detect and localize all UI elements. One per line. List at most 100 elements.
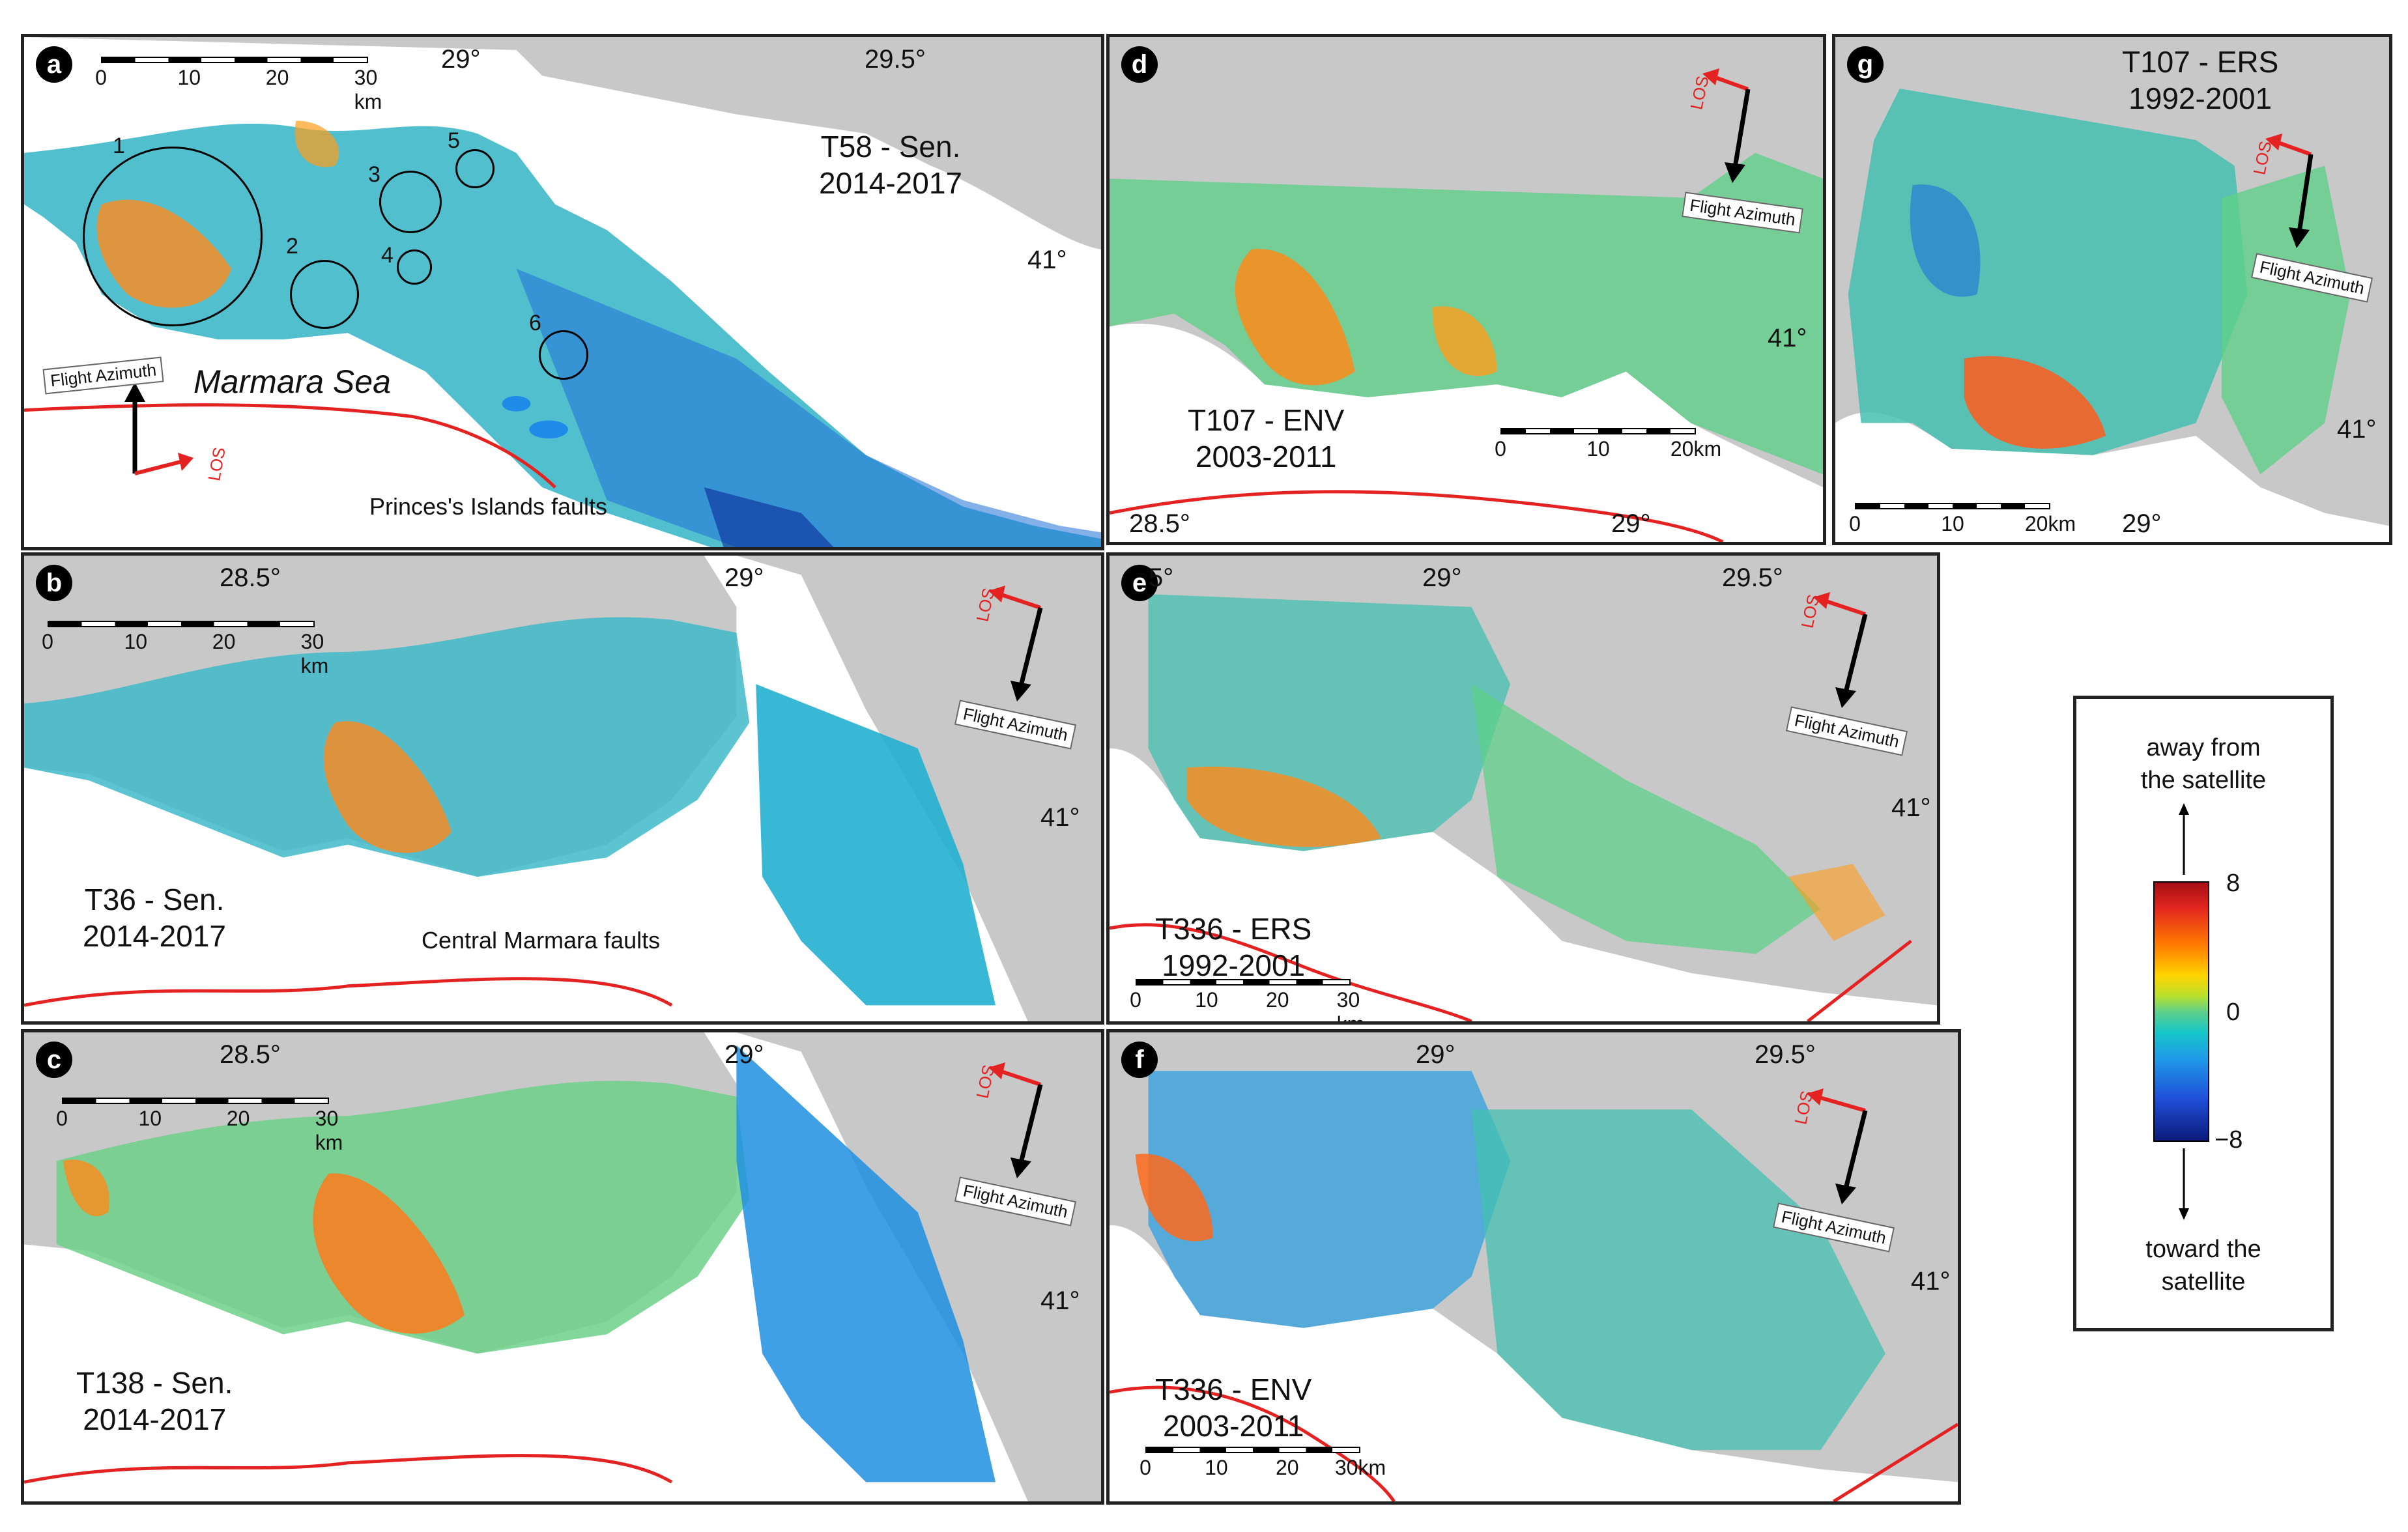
scale-label: 10 [1205, 1456, 1228, 1479]
title-line: 2014-2017 [83, 919, 226, 953]
lon-label: 29.5° [865, 45, 926, 74]
title-line: 2003-2011 [1162, 1409, 1304, 1443]
lon-label: 29° [724, 563, 764, 592]
arrow-icon [124, 382, 194, 475]
lat-label: 41° [1027, 246, 1067, 274]
arrow-icon [988, 1062, 1043, 1178]
scale-label: 0 [1495, 437, 1506, 461]
map-panel-d [1110, 37, 1823, 542]
panel-b-title: T36 - Sen. 2014-2017 [83, 881, 226, 954]
lat-label: 41° [1040, 803, 1080, 832]
lon-label: 28.5° [220, 563, 281, 592]
panel-d: d T107 - ENV 2003-2011 0 10 20km 28.5° 2… [1106, 34, 1826, 545]
title-line: T336 - ERS [1155, 912, 1312, 946]
panel-b-badge: b [36, 565, 72, 601]
scale-label: 10 [1586, 437, 1610, 461]
legend-text: away from [2146, 734, 2261, 761]
scale-label: 20km [1670, 437, 1722, 461]
scale-label: 30km [1334, 1456, 1386, 1479]
panel-g-title: T107 - ERS 1992-2001 [2122, 44, 2278, 117]
scale-label: 10 [177, 66, 201, 89]
map-panel-f [1110, 1032, 1958, 1501]
flight-arrows: LOS Flight Azimuth [1761, 569, 1930, 764]
tick-min: −8 [2214, 1126, 2243, 1154]
arrow-icon [1813, 592, 1868, 708]
circle-label: 1 [113, 134, 125, 158]
circle-label: 5 [448, 128, 460, 153]
panel-e-badge: e [1121, 565, 1158, 601]
panel-f-title: T336 - ENV 2003-2011 [1155, 1371, 1312, 1444]
scale-label: 0 [1140, 1456, 1151, 1479]
panel-e-scalebar: 0 10 20 30 km [1130, 979, 1364, 1021]
lon-label: 5° [1149, 563, 1174, 592]
scale-label: 20 [1266, 988, 1289, 1012]
panel-b: b 0 10 20 30 km 28.5° 29° 41° T36 - Sen.… [21, 552, 1104, 1025]
lat-label: 41° [1768, 324, 1807, 352]
colorbar-legend: away from the satellite 8 0 −8 toward th… [2073, 696, 2334, 1331]
scale-label: 30 km [354, 66, 382, 113]
tick-mid: 0 [2226, 999, 2241, 1026]
scale-label: 30 km [1336, 988, 1365, 1025]
title-line: T107 - ERS [2122, 45, 2279, 79]
scale-label: 20km [2024, 512, 2076, 535]
flight-arrows: LOS Flight Azimuth [923, 1058, 1093, 1254]
flight-arrows: LOS Flight Azimuth [1761, 1071, 1943, 1267]
panel-d-badge: d [1121, 46, 1158, 83]
scale-label: 10 [1195, 988, 1218, 1012]
flight-arrows: LOS Flight Azimuth [923, 582, 1093, 777]
title-line: 2003-2011 [1195, 440, 1337, 474]
panel-a-title: T58 - Sen. 2014-2017 [819, 128, 962, 201]
map-panel-g [1835, 37, 2389, 542]
lon-label: 29° [2122, 509, 2162, 538]
panel-d-title: T107 - ENV 2003-2011 [1188, 402, 1344, 475]
lat-label: 41° [1040, 1286, 1080, 1315]
title-line: T36 - Sen. [84, 883, 225, 916]
panel-f-scalebar: 0 10 20 30km [1140, 1447, 1386, 1479]
circle-5 [455, 149, 494, 188]
panel-b-scalebar: 0 10 20 30 km [42, 621, 328, 677]
scale-label: 0 [95, 66, 107, 89]
panel-g: g T107 - ERS 1992-2001 0 10 20km 29° 41°… [1832, 34, 2392, 545]
legend-top-label: away from the satellite [2076, 731, 2330, 797]
panel-g-scalebar: 0 10 20km [1849, 503, 2076, 535]
panel-e: e 5° 29° 29.5° 41° T336 - ERS 1992-2001 … [1106, 552, 1940, 1025]
arrow-icon [1807, 1088, 1868, 1204]
panel-c-badge: c [36, 1042, 72, 1078]
panel-e-title: T336 - ERS 1992-2001 [1155, 911, 1312, 984]
legend-text: toward the [2145, 1236, 2261, 1263]
title-line: 1992-2001 [1162, 948, 1306, 982]
title-line: 2014-2017 [83, 1402, 227, 1436]
scale-label: 30 km [315, 1107, 343, 1154]
colorbar [2153, 881, 2209, 1142]
panel-c-scalebar: 0 10 20 30 km [56, 1098, 343, 1154]
map-panel-c [24, 1032, 1101, 1501]
legend-bottom-label: toward the satellite [2076, 1233, 2330, 1298]
panel-a-scalebar: 0 10 20 30 km [95, 57, 382, 113]
lon-label: 29° [1422, 563, 1462, 592]
map-panel-b [24, 556, 1101, 1021]
lon-label: 29.5° [1755, 1040, 1816, 1069]
arrow-up-icon [2179, 803, 2189, 875]
title-line: T107 - ENV [1188, 403, 1345, 437]
scale-label: 0 [1849, 512, 1861, 535]
title-line: T58 - Sen. [820, 130, 961, 163]
scale-label: 0 [1130, 988, 1141, 1012]
scale-label: 10 [124, 630, 148, 653]
panel-c: c 0 10 20 30 km 28.5° 29° 41° T138 - Sen… [21, 1029, 1104, 1505]
scale-label: 20 [226, 1107, 250, 1130]
circle-label: 4 [381, 243, 394, 268]
tick-max: 8 [2226, 870, 2241, 897]
title-line: 1992-2001 [2128, 81, 2272, 115]
lon-label: 28.5° [220, 1040, 281, 1069]
panel-c-title: T138 - Sen. 2014-2017 [76, 1365, 233, 1438]
lon-label: 29.5° [1722, 563, 1783, 592]
circle-label: 6 [529, 311, 541, 335]
lat-label: 41° [1911, 1267, 1951, 1296]
panel-a: a 0 10 20 30 km 29° 29.5° 41° T58 - Sen.… [21, 34, 1104, 550]
flight-arrows: LOS Flight Azimuth [1670, 57, 1823, 252]
scale-label: 20 [265, 66, 289, 89]
arrow-icon [1702, 68, 1751, 183]
lon-label: 28.5° [1129, 509, 1190, 538]
faults-label: Central Marmara faults [422, 927, 661, 954]
arrow-down-icon [2179, 1148, 2189, 1220]
